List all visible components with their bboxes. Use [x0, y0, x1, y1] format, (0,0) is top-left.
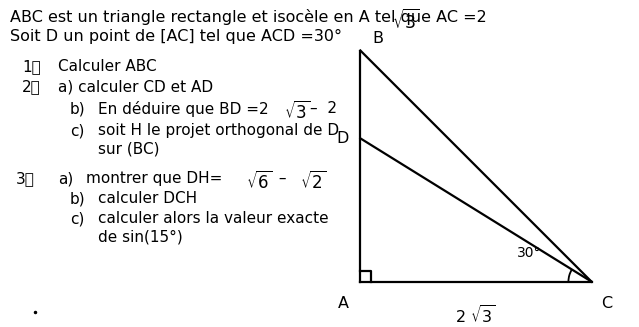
Text: A: A — [338, 296, 349, 311]
Text: $\sqrt{6}$: $\sqrt{6}$ — [246, 171, 272, 193]
Text: $\sqrt{3}$: $\sqrt{3}$ — [392, 9, 420, 33]
Text: $\sqrt{2}$: $\sqrt{2}$ — [300, 171, 327, 193]
Text: sur (BC): sur (BC) — [98, 141, 160, 156]
Text: 30°: 30° — [517, 246, 541, 260]
Text: C: C — [601, 296, 612, 311]
Text: D: D — [336, 131, 349, 146]
Text: soit H le projet orthogonal de D: soit H le projet orthogonal de D — [98, 123, 339, 138]
Text: a) calculer CD et AD: a) calculer CD et AD — [58, 79, 213, 94]
Text: c): c) — [70, 211, 84, 226]
Text: c): c) — [70, 123, 84, 138]
Text: montrer que DH=: montrer que DH= — [86, 171, 227, 186]
Text: de sin(15°): de sin(15°) — [98, 229, 183, 244]
Text: En déduire que BD =2: En déduire que BD =2 — [98, 101, 273, 117]
Text: B: B — [372, 31, 383, 46]
Text: 2 $\sqrt{3}$: 2 $\sqrt{3}$ — [456, 305, 497, 327]
Text: ABC est un triangle rectangle et isocèle en A tel que AC =2: ABC est un triangle rectangle et isocèle… — [10, 9, 487, 25]
Text: –  2: – 2 — [310, 101, 337, 116]
Text: calculer DCH: calculer DCH — [98, 191, 197, 206]
Text: Soit D un point de [AC] tel que ACD =30°: Soit D un point de [AC] tel que ACD =30° — [10, 29, 342, 44]
Text: a): a) — [58, 171, 73, 186]
Text: –: – — [274, 171, 291, 186]
Text: calculer alors la valeur exacte: calculer alors la valeur exacte — [98, 211, 328, 226]
Text: b): b) — [70, 191, 86, 206]
Text: b): b) — [70, 101, 86, 116]
Text: 1）: 1） — [22, 59, 41, 74]
Text: 2）: 2） — [22, 79, 41, 94]
Text: 3）: 3） — [16, 171, 35, 186]
Text: Calculer ABC: Calculer ABC — [58, 59, 157, 74]
Text: $\sqrt{3}$: $\sqrt{3}$ — [284, 101, 311, 123]
